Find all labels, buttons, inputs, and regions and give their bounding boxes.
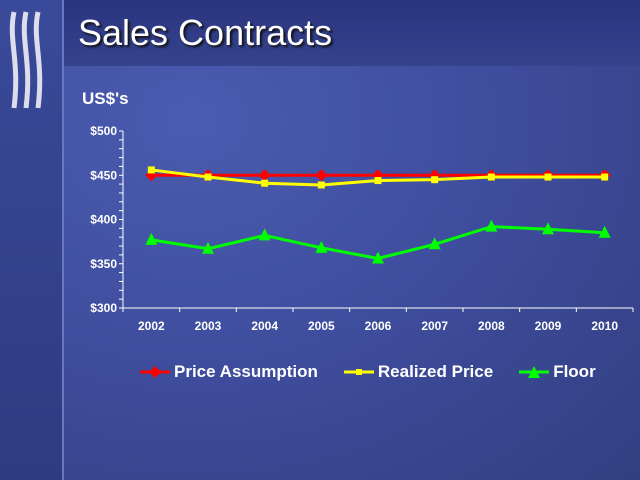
x-tick-label: 2008	[478, 319, 505, 333]
y-tick-label: $500	[90, 124, 117, 138]
data-point	[428, 237, 441, 250]
title-band	[64, 0, 640, 66]
x-tick-label: 2010	[591, 319, 618, 333]
legend-marker-square-icon	[343, 369, 374, 375]
y-tick-label: $300	[90, 301, 117, 315]
data-point	[544, 173, 552, 181]
x-tick-label: 2009	[535, 319, 562, 333]
legend-item-price-assumption: Price Assumption	[140, 362, 318, 382]
y-tick-label: $350	[90, 257, 117, 271]
x-tick-label: 2005	[308, 319, 335, 333]
slide-title: Sales Contracts	[78, 12, 333, 53]
data-point	[145, 232, 158, 245]
legend-label: Price Assumption	[174, 362, 318, 381]
data-point	[374, 177, 382, 185]
data-point	[542, 222, 554, 235]
data-point	[317, 181, 325, 189]
data-point	[147, 166, 155, 174]
data-point	[315, 169, 328, 182]
data-point	[487, 173, 495, 181]
legend-marker-triangle-icon	[519, 366, 550, 378]
data-point	[258, 169, 271, 182]
legend-label: Realized Price	[377, 362, 494, 381]
data-point	[372, 251, 384, 264]
y-tick-label: $400	[90, 213, 117, 227]
data-point	[431, 176, 439, 184]
company-logo	[9, 11, 43, 109]
data-point	[485, 219, 498, 232]
x-tick-label: 2006	[365, 319, 392, 333]
side-strip	[0, 0, 64, 480]
data-point	[261, 179, 269, 187]
x-tick-label: 2002	[138, 319, 165, 333]
unit-label: US$'s	[82, 89, 129, 108]
legend-marker-diamond-icon	[140, 366, 170, 378]
x-tick-label: 2007	[421, 319, 448, 333]
data-point	[598, 225, 611, 238]
data-point	[601, 173, 609, 181]
legend: Price Assumption Realized Price Floor	[140, 362, 596, 382]
data-point	[202, 241, 214, 254]
legend-label: Floor	[553, 362, 596, 381]
legend-item-floor: Floor	[519, 362, 596, 382]
legend-item-realized-price: Realized Price	[343, 362, 494, 382]
data-point	[315, 240, 328, 253]
data-point	[204, 173, 212, 181]
x-tick-label: 2004	[251, 319, 278, 333]
x-tick-label: 2003	[195, 319, 222, 333]
data-point	[258, 228, 271, 241]
y-tick-label: $450	[90, 168, 117, 182]
